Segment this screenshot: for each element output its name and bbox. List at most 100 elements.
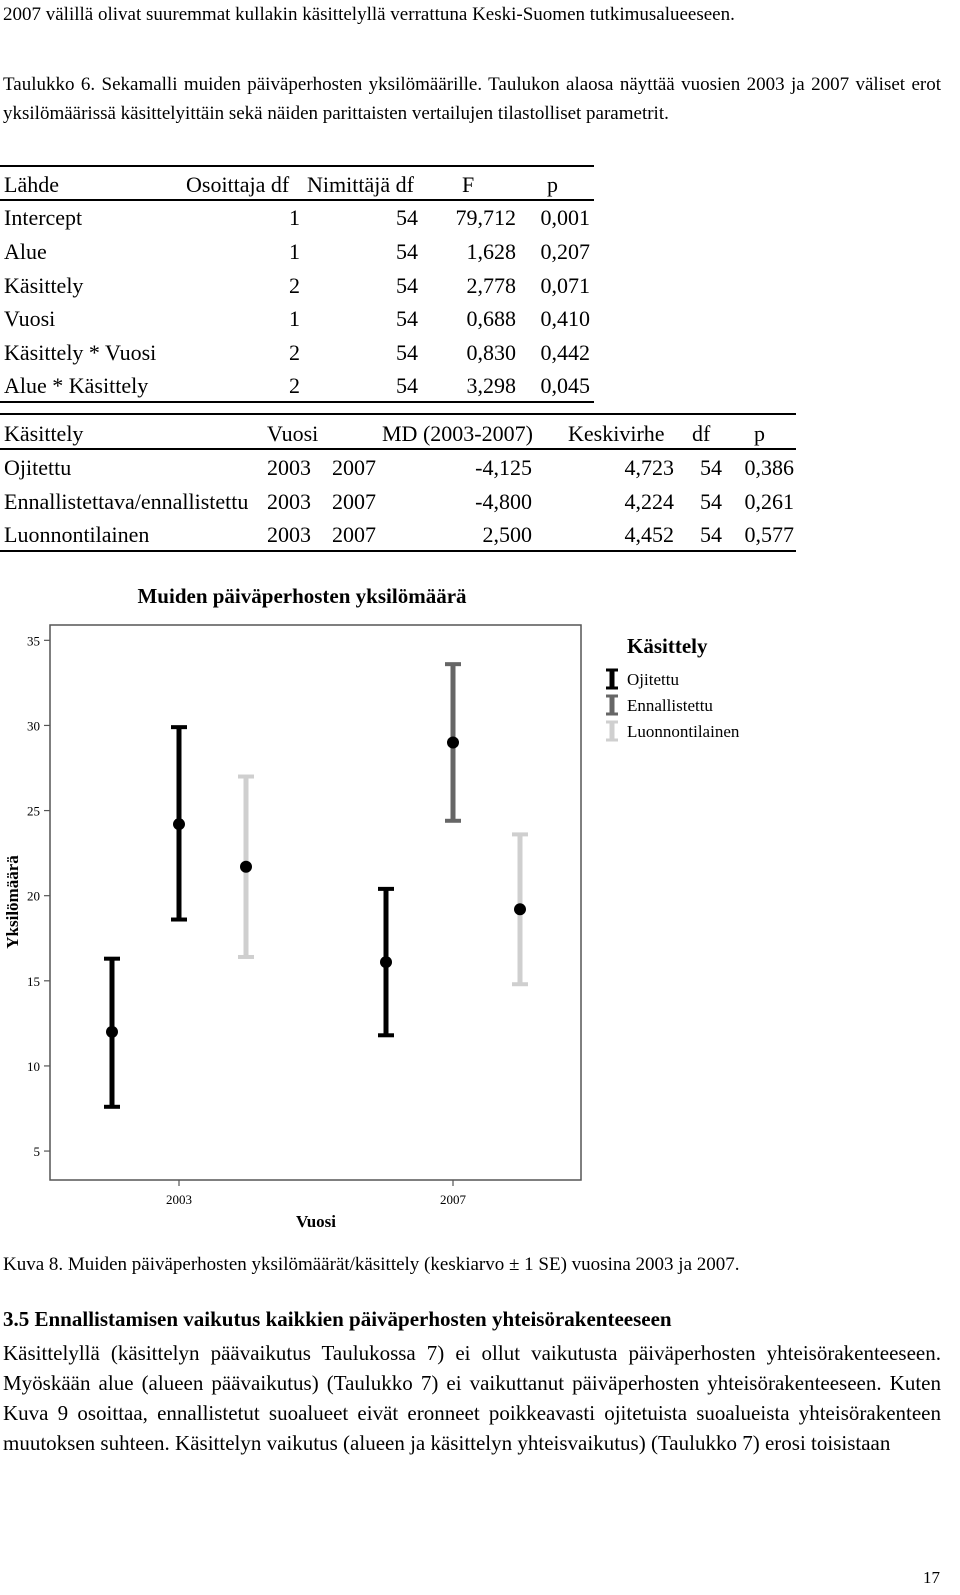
table-row-label: Vuosi <box>4 306 56 331</box>
pairwise-row-label: Luonnontilainen <box>4 522 150 547</box>
y-axis-label: Yksilömäärä <box>3 855 22 949</box>
table-rule-top <box>0 165 594 167</box>
legend-item: Ennallistettu <box>606 694 713 716</box>
y-tick-label: 10 <box>27 1059 40 1074</box>
plot-area <box>49 624 582 1181</box>
pairwise-cell: 2003 <box>267 522 311 547</box>
mean-point <box>447 736 459 749</box>
pairwise-rule-bottom <box>0 550 796 552</box>
chart-title: Muiden päiväperhosten yksilömäärä <box>137 584 467 608</box>
error-bar-ojitettu <box>171 725 187 922</box>
figure-caption: Kuva 8. Muiden päiväperhosten yksilömäär… <box>3 1254 740 1275</box>
y-tick-label: 25 <box>27 804 40 819</box>
legend: Käsittely Ojitettu Ennallistettu Luonnonti… <box>606 634 740 742</box>
legend-label: Ojitettu <box>627 670 679 689</box>
table-cell: 79,712 <box>455 205 517 230</box>
mean-point <box>514 903 526 916</box>
table-row-label: Käsittely * Vuosi <box>4 340 157 365</box>
table-rule-header <box>0 199 594 201</box>
table-rule-bottom <box>0 401 594 403</box>
y-tick-label: 15 <box>27 974 40 989</box>
pairwise-cell: 54 <box>700 522 722 547</box>
error-bar-luonnontilainen <box>512 832 528 987</box>
intro-paragraph: 2007 välillä olivat suuremmat kullakin k… <box>3 4 735 25</box>
legend-item: Ojitettu <box>606 668 679 690</box>
pairwise-cell: 4,723 <box>624 455 675 480</box>
pairwise-row-label: Ennallistettava/ennallistettu <box>4 489 249 514</box>
table-row-label: Intercept <box>4 205 83 230</box>
table-cell: 2 <box>289 340 300 365</box>
pairwise-header-md: MD (2003-2007) <box>382 421 533 446</box>
table-header-source: Lähde <box>4 172 59 197</box>
table-row-label: Alue <box>4 239 47 264</box>
pairwise-cell: 2003 <box>267 489 311 514</box>
table-row-label: Käsittely <box>4 273 84 298</box>
table-cell: 0,410 <box>540 306 591 331</box>
table-cell: 0,207 <box>540 239 591 264</box>
pairwise-cell: 54 <box>700 455 722 480</box>
x-axis-label: Vuosi <box>296 1212 336 1231</box>
x-tick-label: 2003 <box>166 1192 192 1207</box>
table-cell: 0,071 <box>540 273 591 298</box>
section-body: Käsittelyllä (käsittelyn päävaikutus Tau… <box>3 1341 941 1455</box>
pairwise-cell: -4,800 <box>475 489 532 514</box>
table-cell: 3,298 <box>466 373 517 398</box>
pairwise-cell: 0,386 <box>744 455 795 480</box>
error-bar-chart: Muiden päiväperhosten yksilömäärä 5 10 15 2… <box>3 584 740 1231</box>
page-number: 17 <box>923 1568 940 1587</box>
y-tick-label: 20 <box>27 889 40 904</box>
table-header-p: p <box>547 172 558 197</box>
table-caption: Taulukko 6. Sekamalli muiden päiväperhos… <box>3 74 941 124</box>
pairwise-rule-top <box>0 413 796 415</box>
error-bar-ennallistettu <box>445 662 461 823</box>
table-cell: 54 <box>396 205 418 230</box>
pairwise-cell: 4,224 <box>624 489 675 514</box>
table-cell: 0,045 <box>540 373 591 398</box>
table-cell: 1 <box>289 306 300 331</box>
error-bar-ojitettu <box>378 886 394 1038</box>
pairwise-row-label: Ojitettu <box>4 455 72 480</box>
table-cell: 0,688 <box>466 306 517 331</box>
error-bar-luonnontilainen <box>238 774 254 959</box>
table-header-f: F <box>462 172 475 197</box>
pairwise-header-df: df <box>692 421 711 446</box>
legend-label: Ennallistettu <box>627 696 713 715</box>
legend-label: Luonnontilainen <box>627 722 740 741</box>
pairwise-cell: 4,452 <box>624 522 675 547</box>
table-cell: 0,442 <box>540 340 591 365</box>
pairwise-cell: 2007 <box>332 522 376 547</box>
pairwise-header-treatment: Käsittely <box>4 421 84 446</box>
pairwise-cell: 0,261 <box>744 489 795 514</box>
table-cell: 54 <box>396 239 418 264</box>
pairwise-cell: -4,125 <box>475 455 532 480</box>
x-tick-label: 2007 <box>440 1192 467 1207</box>
legend-title: Käsittely <box>627 634 708 658</box>
table-cell: 1,628 <box>466 239 517 264</box>
table-cell: 2,778 <box>466 273 517 298</box>
pairwise-cell: 2007 <box>332 489 376 514</box>
table-header-denominator-df: Nimittäjä df <box>307 172 414 197</box>
mean-point <box>106 1025 118 1038</box>
pairwise-cell: 2003 <box>267 455 311 480</box>
table-cell: 54 <box>396 273 418 298</box>
table-cell: 2 <box>289 373 300 398</box>
pairwise-cell: 0,577 <box>744 522 795 547</box>
table-cell: 0,830 <box>466 340 517 365</box>
pairwise-rule-header <box>0 448 796 450</box>
pairwise-header-se: Keskivirhe <box>568 421 665 446</box>
section-heading: 3.5 Ennallistamisen vaikutus kaikkien pä… <box>3 1307 672 1331</box>
pairwise-header-p: p <box>754 421 765 446</box>
table-cell: 1 <box>289 205 300 230</box>
table-cell: 0,001 <box>540 205 591 230</box>
table-header-numerator-df: Osoittaja df <box>186 172 290 197</box>
pairwise-cell: 2007 <box>332 455 376 480</box>
table-cell: 54 <box>396 306 418 331</box>
table-cell: 54 <box>396 340 418 365</box>
pairwise-cell: 2,500 <box>482 522 533 547</box>
mean-point <box>173 818 185 831</box>
pairwise-header-year: Vuosi <box>267 421 319 446</box>
pairwise-cell: 54 <box>700 489 722 514</box>
y-tick-label: 30 <box>27 718 40 733</box>
y-tick-label: 5 <box>34 1144 41 1159</box>
legend-item: Luonnontilainen <box>606 720 740 742</box>
